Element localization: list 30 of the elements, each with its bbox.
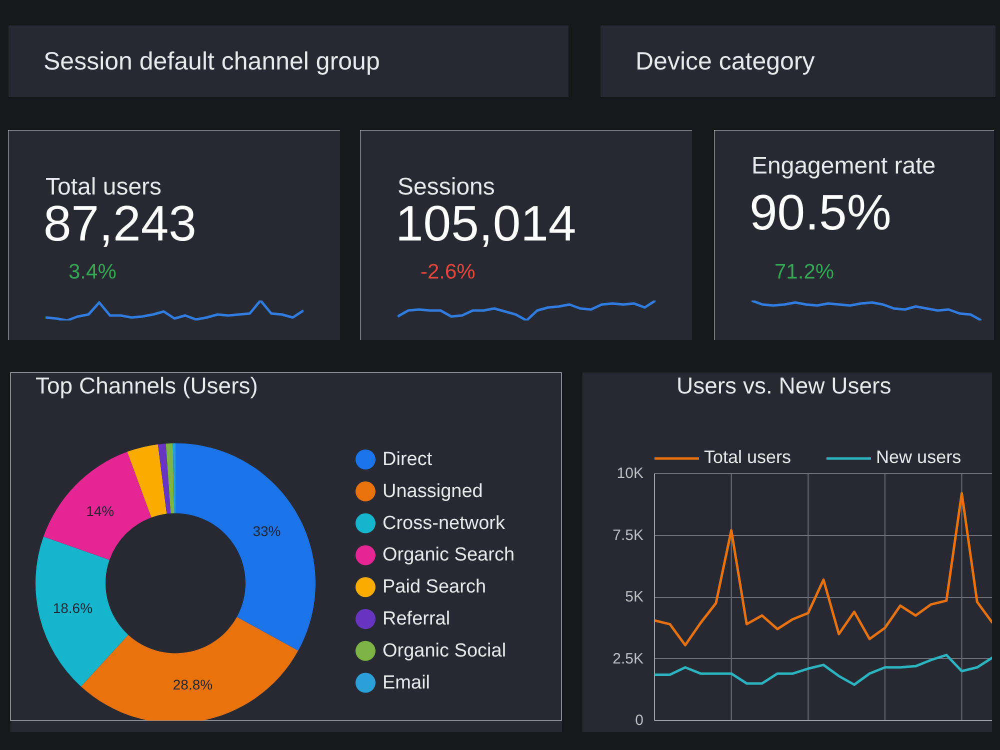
y-tick-label: 7.5K — [612, 526, 644, 544]
legend-label: Referral — [382, 608, 450, 630]
text: -2.6% — [420, 260, 476, 284]
data-label: 33% — [252, 523, 281, 540]
legend-label: New users — [876, 447, 962, 468]
text: Device category — [636, 48, 816, 76]
legend-label: Organic Social — [382, 640, 506, 662]
text: 90.5% — [750, 184, 892, 240]
legend-label: Cross-network — [382, 512, 506, 534]
text: 71.2% — [774, 260, 834, 284]
chart-title: Users vs. New Users — [676, 372, 892, 398]
y-tick-label: 10K — [616, 465, 644, 482]
data-label: 14% — [86, 503, 114, 520]
y-tick-label: 5K — [625, 588, 644, 606]
y-tick-label: 2.5K — [612, 650, 644, 668]
data-label: 28.8% — [172, 676, 213, 692]
legend-label: Email — [382, 672, 430, 694]
line-series — [654, 492, 992, 646]
text: 3.4% — [68, 260, 116, 284]
chart-title: Engagement rate — [752, 152, 936, 180]
text: Session default channel group — [44, 48, 380, 76]
legend-label: Paid Search — [382, 576, 486, 598]
y-tick-label: 0 — [635, 712, 644, 729]
line-series — [654, 654, 992, 686]
chart-title: Top Channels (Users) — [36, 372, 258, 398]
legend-label: Unassigned — [382, 480, 483, 502]
legend-label: Total users — [704, 447, 792, 468]
data-label: 18.6% — [52, 600, 93, 616]
legend-label: Organic Search — [382, 544, 515, 566]
legend-label: Direct — [382, 449, 433, 470]
